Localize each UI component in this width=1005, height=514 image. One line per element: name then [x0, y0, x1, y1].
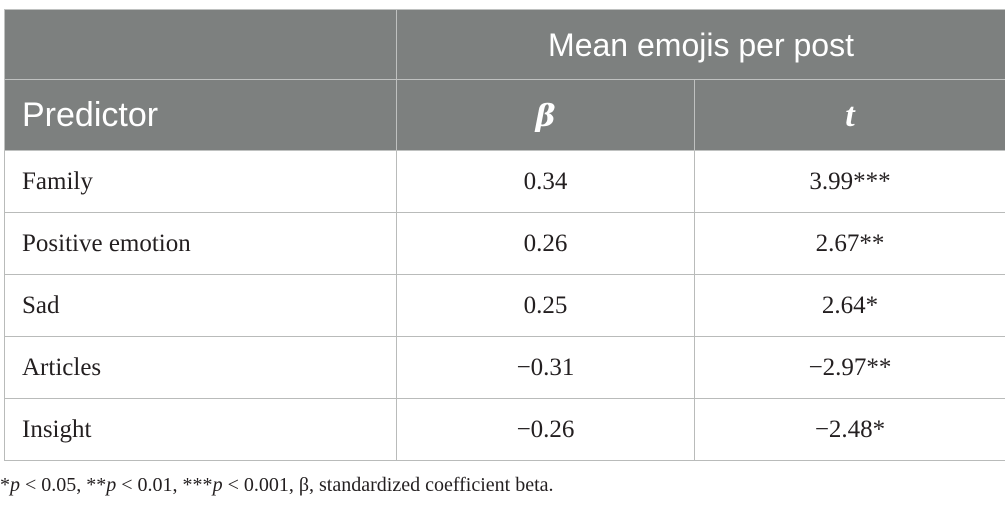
t-cell: 3.99*** [693, 150, 1005, 213]
beta-cell: 0.25 [396, 274, 695, 337]
regression-table: Mean emojis per post Predictor β t Famil… [4, 9, 1005, 461]
footnote-part: < 0.01, *** [116, 474, 213, 496]
table-row: Articles −0.31 −2.97** [4, 336, 1005, 399]
group-header-row: Mean emojis per post [4, 9, 1005, 80]
t-symbol: t [845, 96, 855, 134]
beta-cell: 0.26 [396, 212, 695, 275]
table-row: Sad 0.25 2.64* [4, 274, 1005, 337]
predictor-cell: Articles [4, 336, 397, 399]
group-header-empty-cell [4, 9, 397, 80]
beta-symbol: β [535, 98, 556, 134]
footnote-part: < 0.001, β, standardized coefficient bet… [222, 474, 554, 496]
table-footnote: *p < 0.05, **p < 0.01, ***p < 0.001, β, … [0, 474, 554, 497]
table-row: Positive emotion 0.26 2.67** [4, 212, 1005, 275]
footnote-p: p [212, 474, 223, 496]
column-header-predictor: Predictor [4, 79, 397, 151]
t-cell: 2.64* [693, 274, 1005, 337]
group-header: Mean emojis per post [395, 9, 1005, 80]
t-cell: 2.67** [693, 212, 1005, 275]
t-cell: −2.48* [693, 398, 1005, 461]
column-header-t: t [693, 79, 1005, 151]
table-row: Family 0.34 3.99*** [4, 150, 1005, 213]
predictor-cell: Sad [4, 274, 397, 337]
predictor-cell: Insight [4, 398, 397, 461]
beta-cell: 0.34 [396, 150, 695, 213]
table-row: Insight −0.26 −2.48* [4, 398, 1005, 461]
footnote-p: p [106, 474, 117, 496]
column-header-row: Predictor β t [4, 79, 1005, 151]
predictor-cell: Positive emotion [4, 212, 397, 275]
column-header-beta: β [396, 79, 695, 151]
beta-cell: −0.31 [396, 336, 695, 399]
t-cell: −2.97** [693, 336, 1005, 399]
footnote-part: < 0.05, ** [20, 474, 107, 496]
footnote-p: p [10, 474, 20, 496]
footnote-part: * [0, 474, 10, 496]
beta-cell: −0.26 [396, 398, 695, 461]
predictor-cell: Family [4, 150, 397, 213]
